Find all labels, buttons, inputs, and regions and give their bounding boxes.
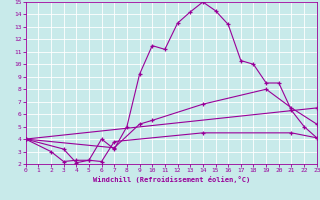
- X-axis label: Windchill (Refroidissement éolien,°C): Windchill (Refroidissement éolien,°C): [92, 176, 250, 183]
